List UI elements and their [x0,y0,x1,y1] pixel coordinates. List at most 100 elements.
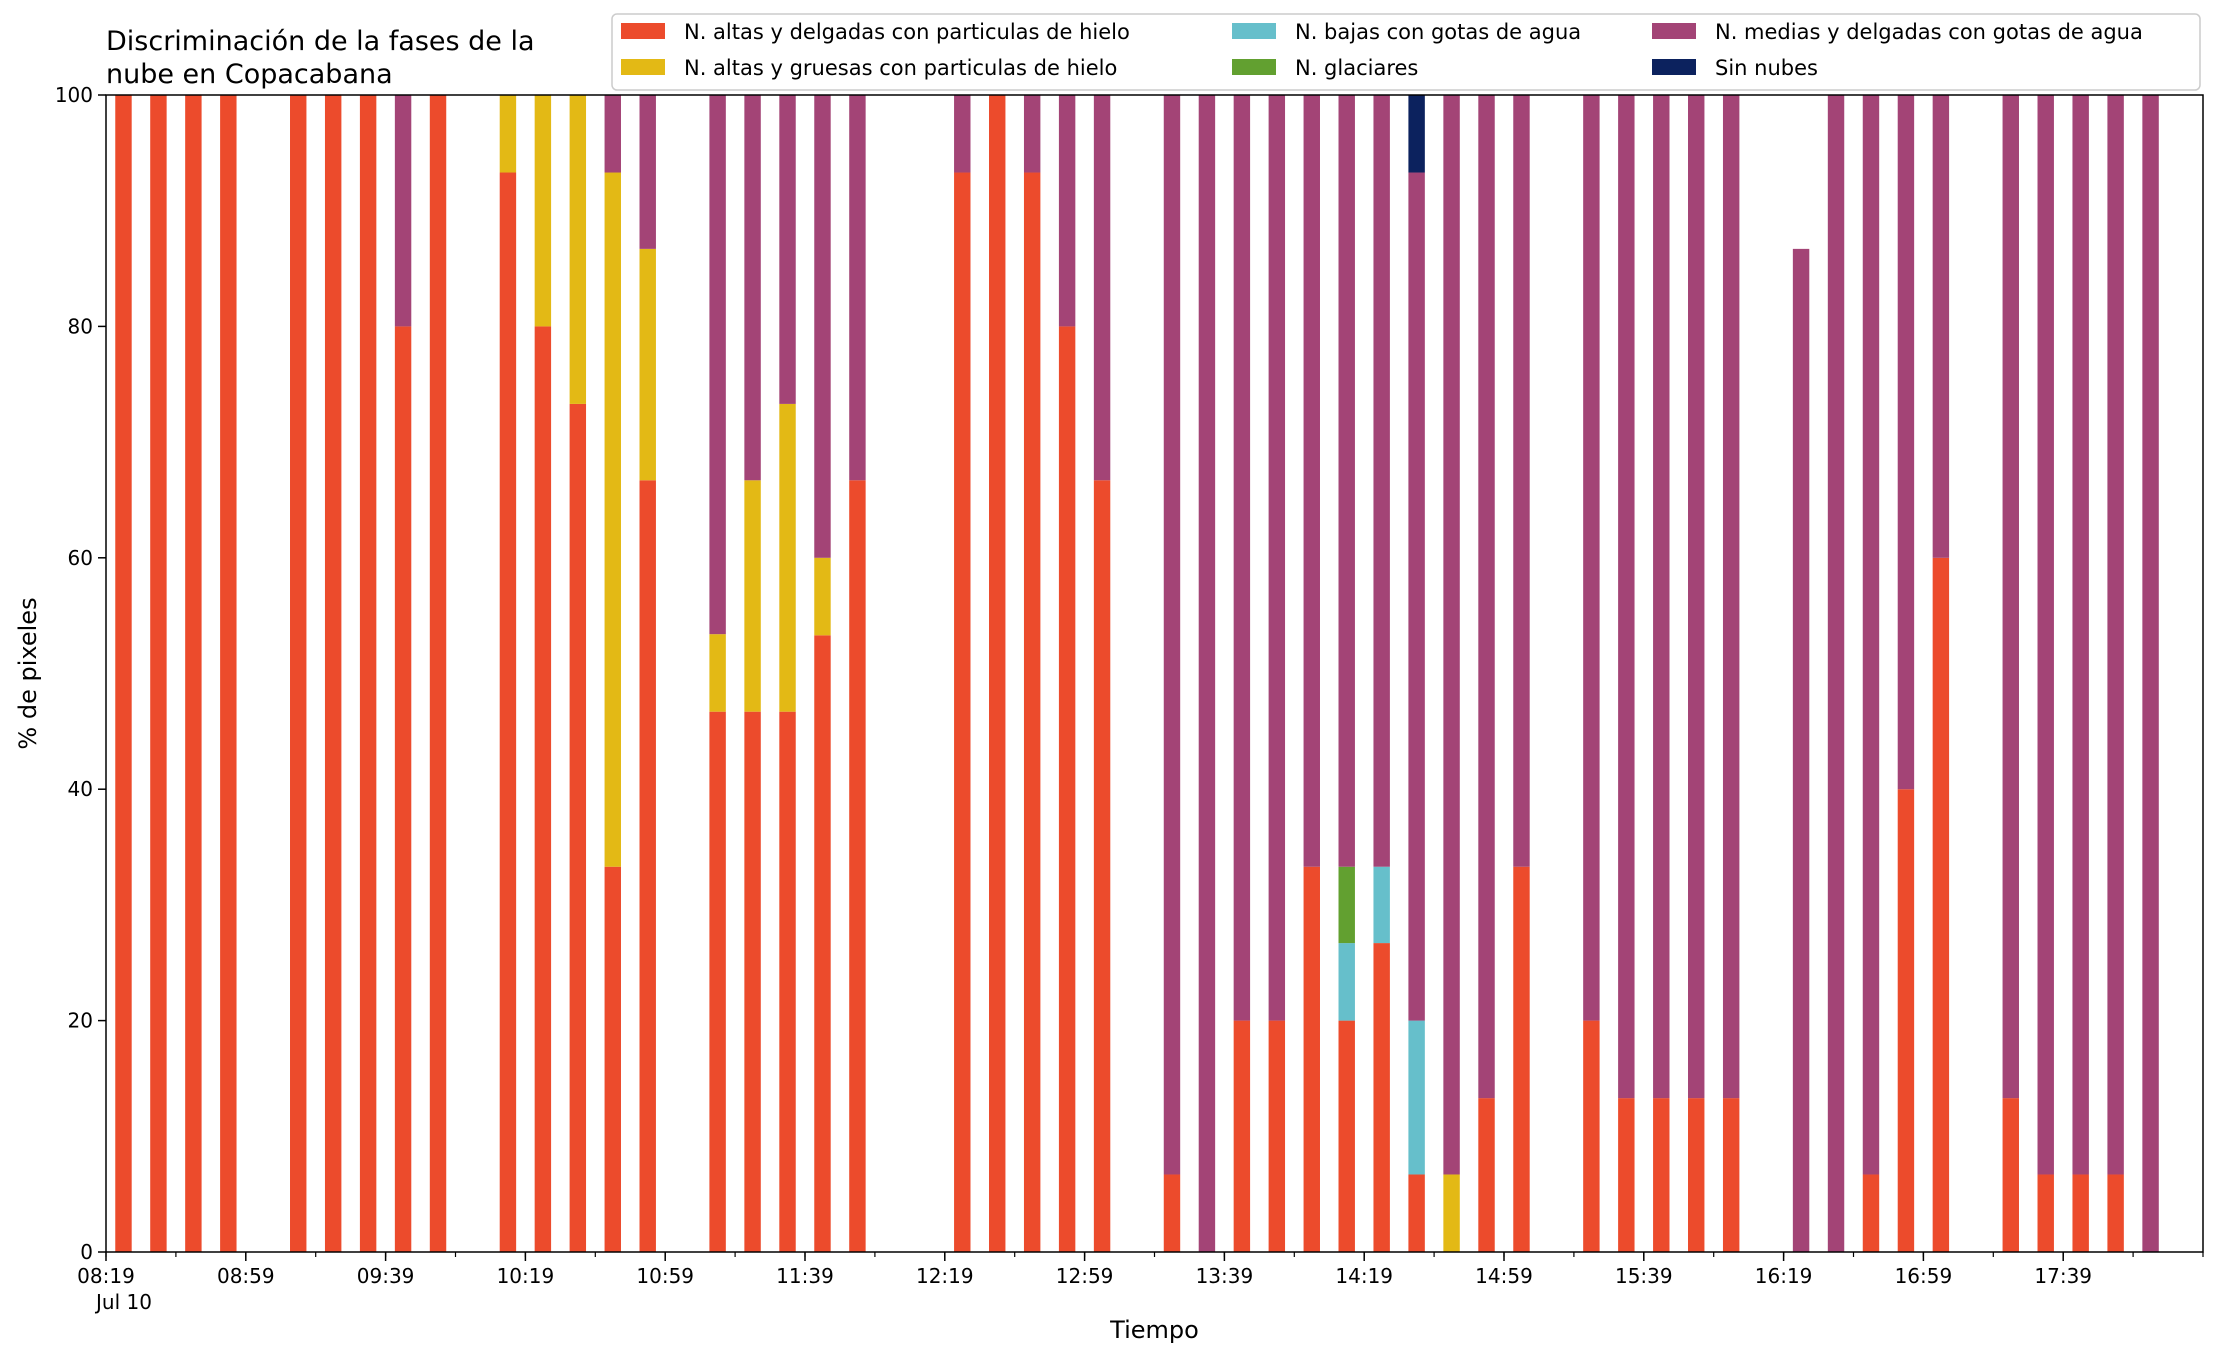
bar-segment [1618,95,1635,1099]
bar-segment [1058,95,1076,327]
bar-segment [1023,95,1041,173]
bar-segment [2037,1174,2054,1252]
bars-layer [115,95,2159,1252]
legend-swatch [1652,59,1696,75]
bar-segment [849,95,866,481]
bar-segment [1932,557,1950,1252]
legend-label: N. glaciares [1295,56,1418,80]
bar-segment [814,635,831,1252]
x-tick-label: 09:39 [357,1264,415,1288]
bar-segment [954,172,971,1252]
legend-label: Sin nubes [1715,56,1818,80]
x-tick-label: 12:19 [916,1264,974,1288]
bar-segment [779,711,796,1252]
bar-segment [2107,95,2124,1175]
bar-segment [1303,866,1320,1252]
bar-segment [1373,866,1390,944]
legend-swatch [1652,23,1696,39]
bar-segment [2002,1098,2019,1252]
bar-segment [115,95,132,1252]
bar-segment [1408,1020,1425,1175]
bar-segment [744,711,761,1252]
x-tick-label: 14:19 [1335,1264,1393,1288]
bar-segment [779,403,796,712]
legend-label: N. altas y delgadas con particulas de hi… [684,20,1130,44]
bar-segment [1583,1020,1600,1252]
x-tick-label: 10:19 [497,1264,555,1288]
bar-segment [1862,95,1880,1175]
bar-segment [1093,95,1111,481]
chart-title-line-2: nube en Copacabana [106,59,393,90]
x-tick-label: 16:19 [1755,1264,1813,1288]
bar-segment [1513,95,1530,867]
y-tick-label: 80 [68,314,93,338]
bar-segment [2107,1174,2124,1252]
x-tick-label: 10:59 [636,1264,694,1288]
bar-segment [394,326,412,1252]
bar-segment [324,95,342,1252]
bar-segment [534,326,552,1252]
x-tick-label: 12:59 [1056,1264,1114,1288]
y-tick-label: 20 [68,1009,93,1033]
x-tick-label: 11:39 [776,1264,834,1288]
bar-segment [709,711,726,1252]
bar-segment [1897,789,1915,1252]
bar-segment [429,95,447,1252]
chart-title-line-1: Discriminación de la fases de la [106,26,535,57]
bar-segment [1653,95,1670,1099]
bar-segment [1722,95,1740,1099]
y-tick-label: 0 [80,1240,93,1264]
bar-segment [1303,95,1320,867]
bar-segment [2037,95,2054,1175]
bar-segment [1408,95,1425,173]
bar-segment [2072,1174,2089,1252]
y-tick-label: 40 [68,777,93,801]
bar-segment [814,557,831,636]
legend-label: N. bajas con gotas de agua [1295,20,1581,44]
y-axis-label: % de pixeles [14,597,42,749]
bar-segment [1338,95,1355,867]
bar-segment [534,95,552,327]
bar-segment [604,95,621,173]
bar-segment [1443,95,1460,1175]
bar-segment [290,95,307,1252]
bar-segment [1722,1098,1740,1252]
bar-segment [1373,943,1390,1252]
x-tick-label: 17:39 [2034,1264,2092,1288]
x-tick-label: 14:59 [1475,1264,1533,1288]
bar-segment [359,95,377,1252]
legend-swatch [621,23,665,39]
legend-swatch [1232,59,1276,75]
legend-swatch [621,59,665,75]
x-axis: 08:19 08:59 09:39 10:19 10:59 11:39 12:19 12:59… [77,1252,2204,1314]
bar-segment [709,634,726,712]
bar-segment [1233,95,1251,1021]
bar-segment [849,480,866,1252]
bar-segment [1338,866,1355,944]
bar-segment [1688,95,1705,1099]
x-axis-label: Tiempo [1109,1316,1199,1344]
bar-segment [1688,1098,1705,1252]
bar-segment [1932,95,1950,558]
bar-segment [1338,1020,1355,1252]
bar-segment [1443,1174,1460,1252]
bar-segment [1408,172,1425,1021]
bar-segment [1583,95,1600,1021]
bar-segment [954,95,971,173]
bar-segment [1862,1174,1880,1252]
bar-segment [185,95,202,1252]
x-tick-label: 08:59 [217,1264,275,1288]
bar-segment [2072,95,2089,1175]
bar-segment [1268,95,1286,1021]
bar-segment [1058,326,1076,1252]
bar-segment [1163,1174,1181,1252]
bar-segment [779,95,796,404]
bar-segment [1618,1098,1635,1252]
x-tick-label: 13:39 [1196,1264,1254,1288]
bar-segment [150,95,167,1252]
legend-swatch [1232,23,1276,39]
legend: N. altas y delgadas con particulas de hi… [611,13,2201,91]
bar-segment [1478,95,1495,1099]
y-axis: 0 20 40 60 80 100 [55,83,106,1264]
